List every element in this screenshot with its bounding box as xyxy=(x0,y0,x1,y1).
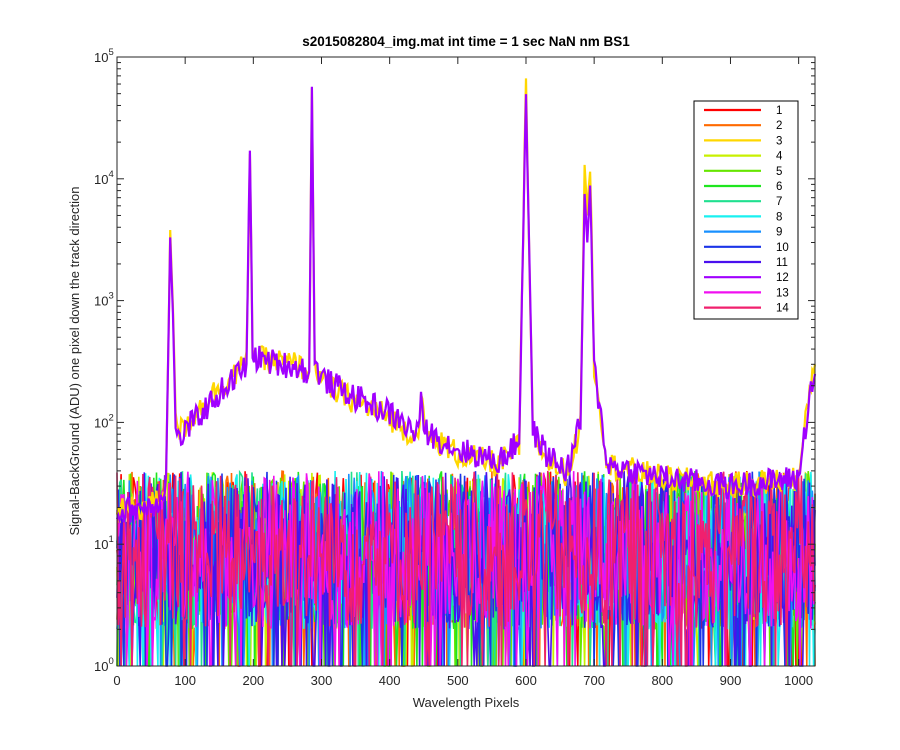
legend-label: 7 xyxy=(776,196,782,208)
y-tick-label: 100 xyxy=(94,656,114,674)
legend-label: 4 xyxy=(776,151,783,163)
x-tick-label: 200 xyxy=(242,673,264,688)
y-tick-label: 103 xyxy=(94,291,114,309)
y-tick-label: 102 xyxy=(94,412,114,430)
y-axis-label: Signal-BackGround (ADU) one pixel down t… xyxy=(67,186,82,535)
noise-layer xyxy=(116,469,816,667)
x-tick-label: 900 xyxy=(720,673,742,688)
x-tick-label: 700 xyxy=(583,673,605,688)
y-tick-label: 101 xyxy=(94,534,114,552)
legend-label: 5 xyxy=(776,166,782,178)
legend-label: 9 xyxy=(776,227,782,239)
x-tick-label: 1000 xyxy=(784,673,813,688)
legend-label: 6 xyxy=(776,181,782,193)
x-axis-label: Wavelength Pixels xyxy=(413,695,520,710)
y-tick-label: 105 xyxy=(94,47,114,65)
x-tick-label: 400 xyxy=(379,673,401,688)
x-tick-label: 800 xyxy=(651,673,673,688)
x-tick-label: 500 xyxy=(447,673,469,688)
x-tick-label: 100 xyxy=(174,673,196,688)
legend-label: 8 xyxy=(776,211,782,223)
legend-label: 1 xyxy=(776,105,782,117)
x-tick-label: 600 xyxy=(515,673,537,688)
legend-label: 3 xyxy=(776,135,782,147)
signal-layer xyxy=(115,78,817,524)
y-tick-label: 104 xyxy=(94,169,114,187)
legend-box xyxy=(693,100,799,320)
legend-label: 11 xyxy=(776,257,788,269)
noise-series-14 xyxy=(116,470,816,667)
legend-label: 12 xyxy=(776,272,789,284)
legend-label: 2 xyxy=(776,120,782,132)
x-axis: 0 100 200 300 400 500 600 700 800 900 1000 xyxy=(113,57,813,688)
x-tick-label: 300 xyxy=(311,673,333,688)
legend-label: 13 xyxy=(776,287,789,299)
signal-series-12 xyxy=(115,86,817,524)
x-tick-label: 0 xyxy=(113,673,120,688)
legend-label: 10 xyxy=(776,242,789,254)
chart-title: s2015082804_img.mat int time = 1 sec NaN… xyxy=(302,34,630,49)
plot-frame xyxy=(116,56,816,667)
legend-label: 14 xyxy=(776,303,789,315)
